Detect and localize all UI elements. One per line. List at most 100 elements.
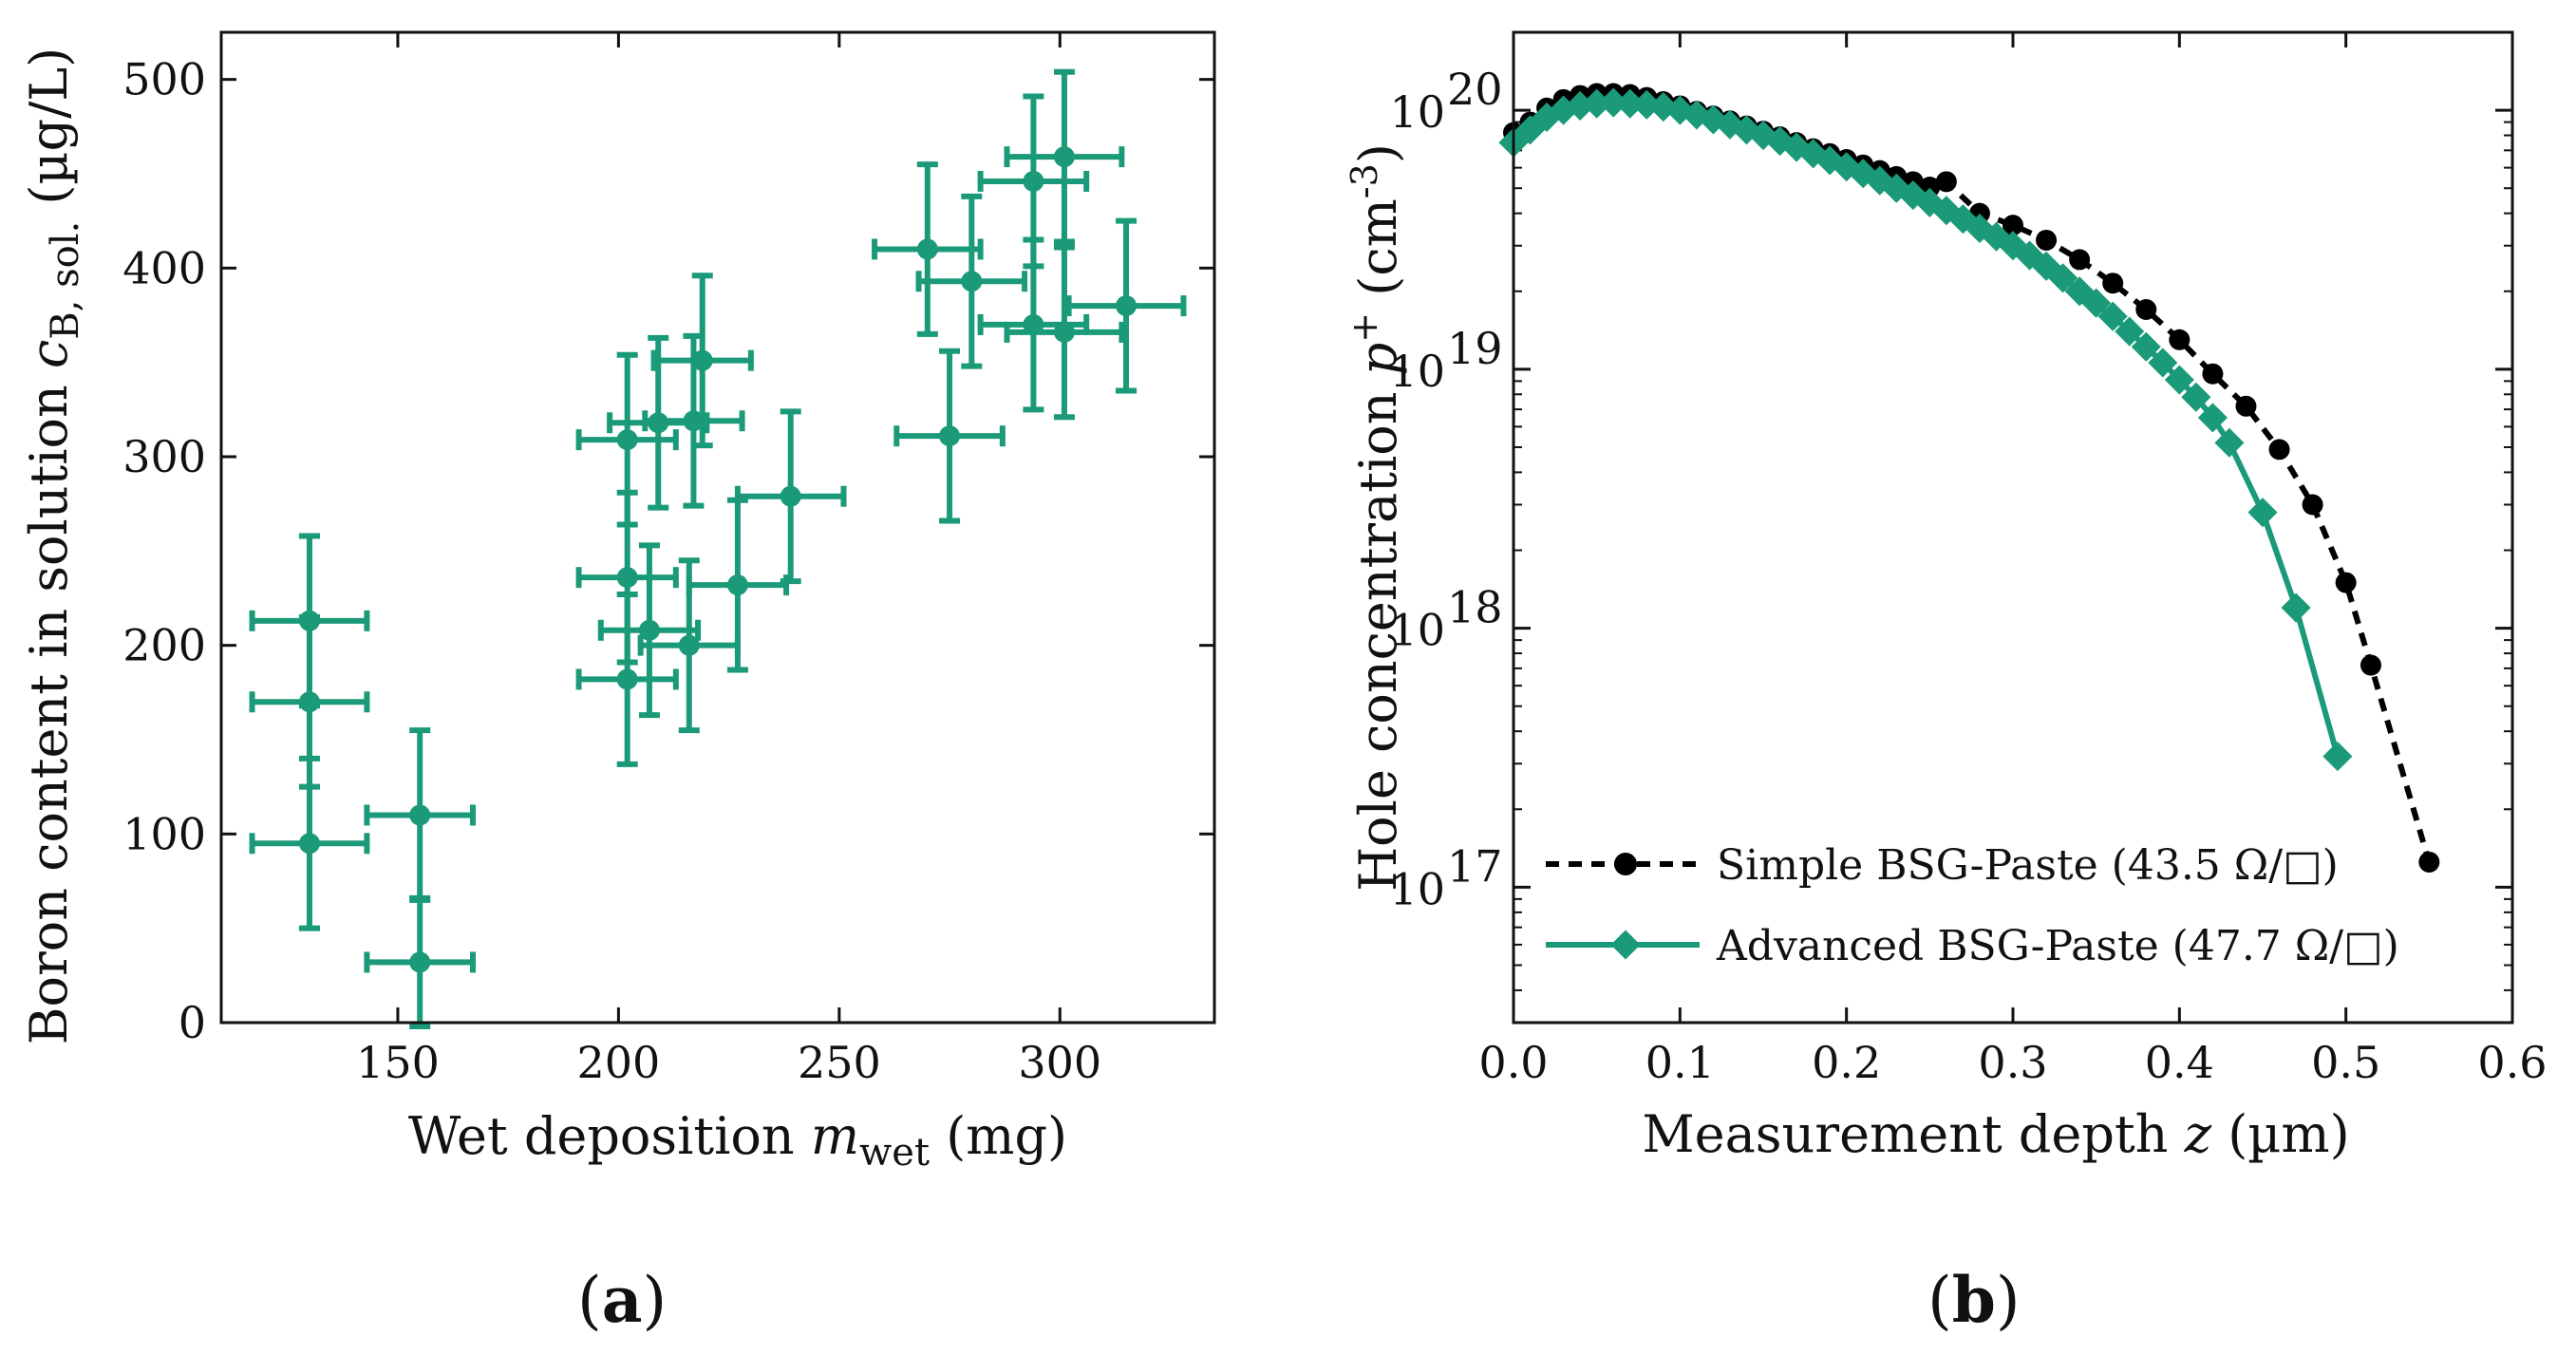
- data-point: [915, 193, 1028, 369]
- x-tick-label: 0.6: [2477, 1037, 2547, 1088]
- legend-entry-simple: Simple BSG-Paste (43.5 Ω/□): [1546, 841, 2339, 890]
- data-point: [734, 408, 847, 585]
- point-marker: [409, 804, 431, 826]
- data-point: [364, 894, 476, 1029]
- series-marker: [2164, 365, 2194, 395]
- x-tick-label: 300: [1018, 1037, 1101, 1088]
- x-tick-label: 0.2: [1812, 1037, 1881, 1088]
- series-marker: [1935, 171, 1957, 193]
- point-marker: [916, 238, 938, 260]
- series-marker: [2360, 654, 2381, 676]
- panel-b-y-axis-label: Hole concentration p+ (cm-3): [1344, 143, 1408, 892]
- series-marker: [2247, 498, 2278, 528]
- series-marker: [2302, 494, 2323, 516]
- y-tick-label: 400: [122, 242, 206, 293]
- series-marker: [2235, 395, 2257, 417]
- x-tick-label: 0.1: [1645, 1037, 1715, 1088]
- series-marker: [2418, 851, 2440, 873]
- series-marker: [2081, 288, 2112, 318]
- point-marker: [616, 668, 638, 690]
- series-marker: [2197, 403, 2228, 433]
- data-point: [1004, 244, 1125, 421]
- point-marker: [616, 429, 638, 451]
- point-marker: [616, 567, 638, 589]
- series-marker: [2135, 299, 2157, 321]
- series-marker: [2131, 331, 2161, 362]
- series-marker: [2102, 273, 2124, 294]
- x-tick-label: 150: [356, 1037, 440, 1088]
- data-point: [872, 161, 984, 337]
- x-tick-label: 200: [576, 1037, 660, 1088]
- y-tick-label: 500: [122, 54, 206, 105]
- data-point: [364, 727, 476, 903]
- panel-a-axes-frame: [219, 30, 1216, 1025]
- point-marker: [1053, 146, 1075, 168]
- series-marker: [2322, 742, 2353, 772]
- series-marker: [2115, 316, 2145, 347]
- x-tick-label: 250: [798, 1037, 881, 1088]
- point-marker: [638, 619, 660, 641]
- data-point: [249, 755, 370, 931]
- data-point: [650, 273, 754, 449]
- point-marker: [726, 574, 748, 596]
- panel-a-plot-area: 150 200 250 300 0 100 200 300 400 500: [122, 30, 1216, 1088]
- series-marker: [2003, 215, 2023, 236]
- series-marker: [2281, 592, 2311, 623]
- series-marker: [2148, 348, 2178, 378]
- panel-b-legend: Simple BSG-Paste (43.5 Ω/□) Advanced BSG…: [1546, 841, 2399, 970]
- y-tick-exponent: 17: [1447, 840, 1503, 892]
- series-marker: [2097, 301, 2128, 331]
- y-tick-label: 100: [122, 808, 206, 859]
- data-point: [597, 542, 702, 719]
- panel-a-x-axis-label: Wet deposition mwet (mg): [408, 1106, 1067, 1175]
- point-marker: [961, 271, 983, 292]
- point-marker: [683, 410, 705, 432]
- point-marker: [298, 833, 320, 855]
- x-tick-label: 0.5: [2311, 1037, 2380, 1088]
- series-marker: [2036, 229, 2058, 251]
- panel-b-label: (b): [1927, 1263, 2021, 1337]
- y-tick-exponent: 18: [1447, 582, 1503, 633]
- series-marker: [2069, 249, 2091, 271]
- point-marker: [1023, 170, 1044, 192]
- data-point: [1065, 217, 1187, 394]
- point-marker: [298, 691, 320, 713]
- legend-label-simple: Simple BSG-Paste (43.5 Ω/□): [1717, 841, 2339, 890]
- y-tick-label: 300: [122, 431, 206, 482]
- data-point: [637, 557, 741, 734]
- y-tick-label: 10: [1389, 346, 1445, 397]
- point-marker: [939, 425, 961, 447]
- panel-a-label: (a): [577, 1263, 667, 1337]
- series-marker: [2335, 572, 2357, 593]
- point-marker: [678, 634, 700, 656]
- point-marker: [1116, 295, 1138, 317]
- y-tick-exponent: 19: [1447, 323, 1503, 374]
- data-point: [893, 348, 1006, 524]
- series-marker: [2202, 363, 2224, 385]
- point-marker: [409, 951, 431, 973]
- series-marker: [2214, 427, 2245, 458]
- series-marker: [2169, 329, 2191, 350]
- panel-a-y-axis-label: Boron content in solution cB, sol. (µg/L…: [19, 47, 87, 1044]
- point-marker: [780, 485, 801, 507]
- series-simple: [1503, 83, 2440, 873]
- series-marker: [2268, 439, 2290, 461]
- y-tick-exponent: 20: [1447, 64, 1503, 115]
- y-tick-label: 0: [179, 997, 206, 1048]
- series-marker: [2181, 382, 2211, 412]
- point-marker: [691, 349, 713, 371]
- x-tick-label: 0.0: [1478, 1037, 1548, 1088]
- data-point: [575, 592, 679, 767]
- panel-b-axes-frame: [1512, 30, 2514, 1025]
- y-tick-label: 10: [1389, 863, 1445, 914]
- y-tick-label: 10: [1389, 605, 1445, 656]
- legend-label-advanced: Advanced BSG-Paste (47.7 Ω/□): [1716, 922, 2399, 970]
- legend-marker-advanced: [1610, 930, 1641, 960]
- data-point: [1004, 68, 1125, 245]
- legend-marker-simple: [1614, 853, 1637, 875]
- y-tick-label: 200: [122, 620, 206, 671]
- point-marker: [1053, 321, 1075, 343]
- x-tick-label: 0.4: [2145, 1037, 2214, 1088]
- legend-entry-advanced: Advanced BSG-Paste (47.7 Ω/□): [1546, 922, 2399, 970]
